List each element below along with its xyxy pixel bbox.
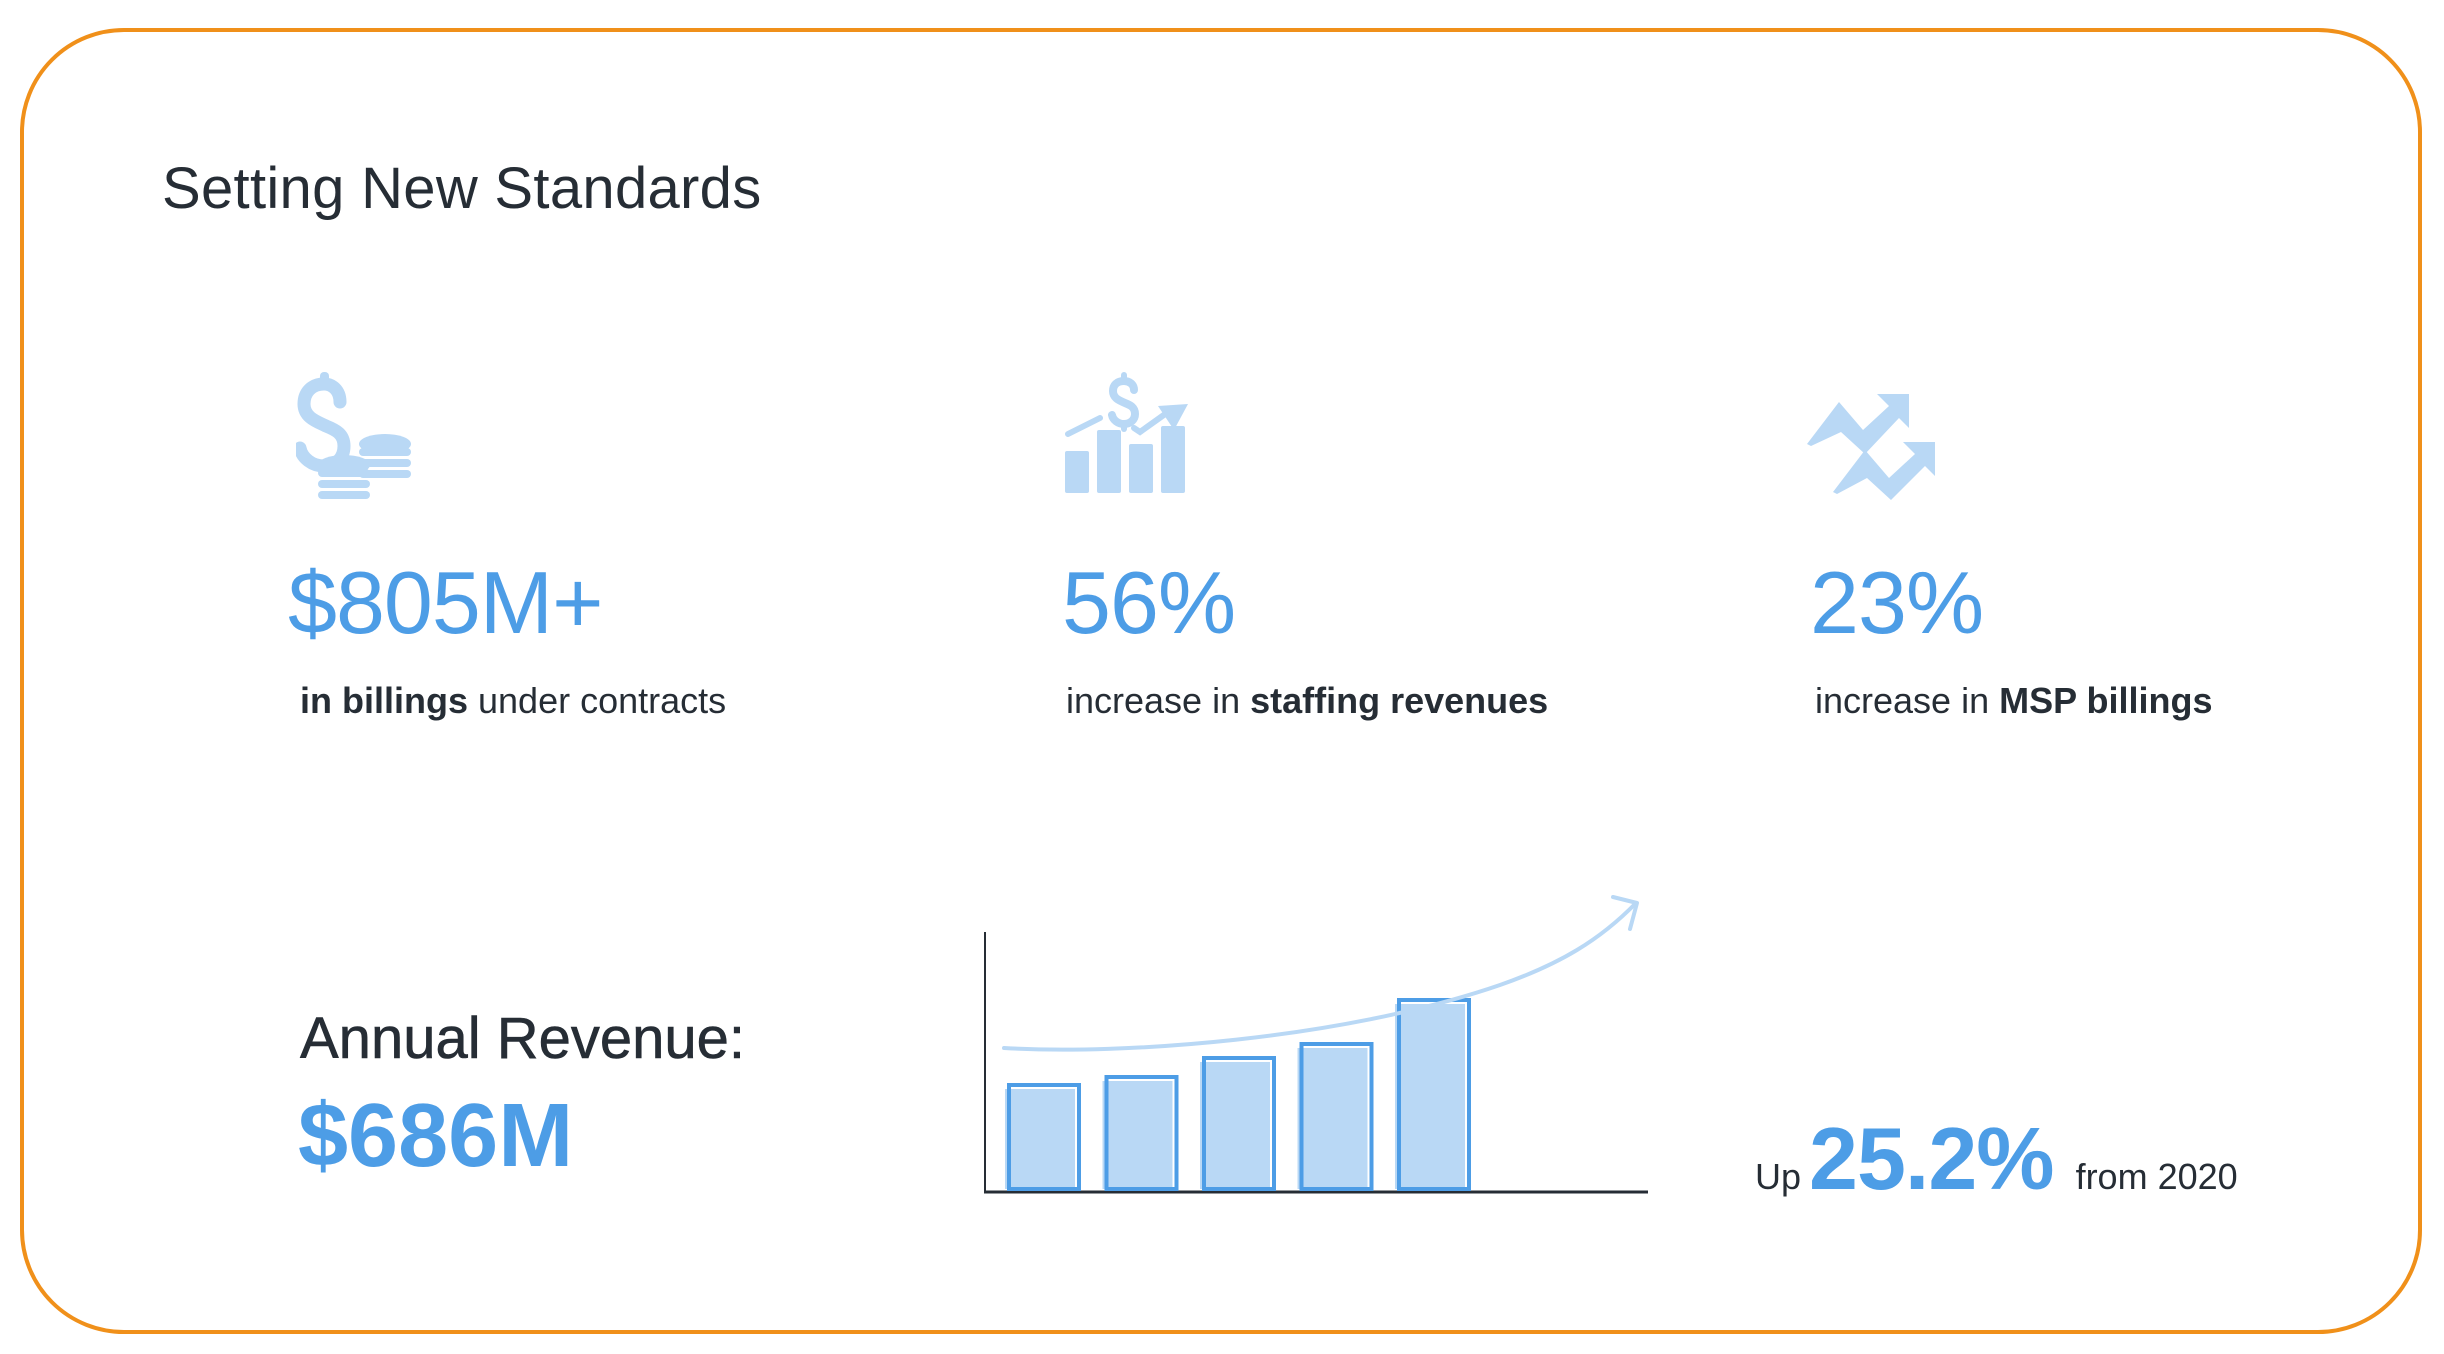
stat-msp-caption-lead: increase in	[1815, 680, 2000, 721]
annual-revenue-value: $686M	[298, 1086, 574, 1186]
stat-billings-caption-bold: in billings	[300, 680, 468, 721]
growth-suffix: from 2020	[2075, 1156, 2238, 1197]
page-title: Setting New Standards	[162, 156, 762, 221]
annual-revenue-label: Annual Revenue:	[300, 1006, 746, 1072]
stat-staffing-caption-lead: increase in	[1066, 680, 1251, 721]
slide-frame	[20, 28, 2422, 1334]
growth-percent: 25.2%	[1809, 1109, 2055, 1208]
trending-up-arrows-icon	[1807, 394, 1935, 500]
stat-billings-caption-rest: under contracts	[468, 680, 727, 721]
growth-prefix: Up	[1755, 1156, 1802, 1197]
stat-staffing-caption-bold: staffing revenues	[1250, 680, 1549, 721]
stat-msp-caption-bold: MSP billings	[1999, 680, 2213, 721]
growth-summary: Up 25.2% from 2020	[1755, 1108, 2238, 1210]
stat-staffing-caption: increase in staffing revenues	[1066, 680, 1548, 722]
dollar-bar-chart-growth-icon	[1065, 372, 1188, 493]
stat-msp-value: 23%	[1810, 553, 1984, 652]
stat-staffing-value: 56%	[1062, 553, 1236, 652]
stat-msp-caption: increase in MSP billings	[1815, 680, 2212, 722]
dollar-coins-icon	[296, 372, 411, 499]
stat-billings-value: $805M+	[288, 553, 603, 652]
stat-billings-caption: in billings under contracts	[300, 680, 726, 722]
